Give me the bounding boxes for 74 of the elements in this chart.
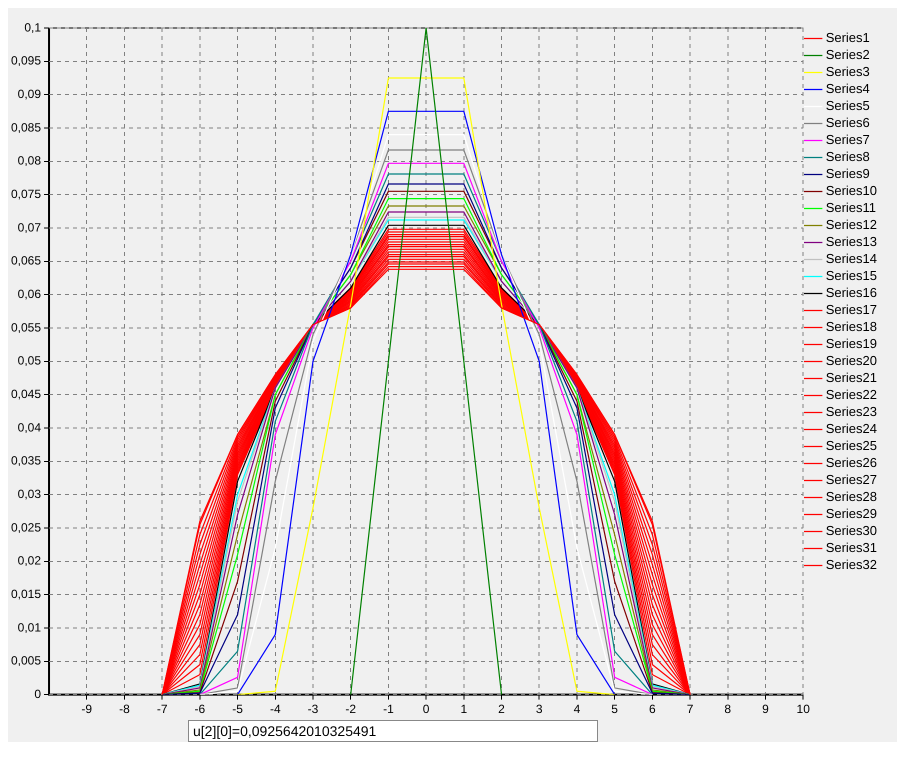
y-tick-label: 0,045: [11, 386, 42, 401]
legend-label: Series13: [826, 234, 878, 250]
y-tick-label: 0: [34, 686, 42, 701]
y-tick-label: 0,1: [24, 20, 42, 34]
x-tick-label: -6: [194, 702, 206, 716]
legend-label: Series5: [826, 98, 870, 114]
legend-label: Series10: [826, 183, 878, 198]
x-tick-label: 8: [724, 702, 732, 716]
legend-label: Series25: [826, 438, 878, 454]
x-tick-label: 9: [762, 702, 770, 716]
legend-label: Series9: [826, 166, 870, 182]
legend-label: Series23: [826, 404, 878, 420]
y-tick-label: 0,035: [11, 454, 42, 468]
legend-label: Series14: [826, 251, 878, 266]
legend-label: Series26: [826, 455, 878, 470]
legend-label: Series12: [826, 217, 878, 232]
y-tick-label: 0,025: [11, 520, 42, 534]
x-tick-label: -9: [81, 702, 92, 716]
legend-label: Series1: [826, 30, 870, 46]
y-tick-label: 0,015: [11, 586, 42, 601]
text: u[2][0]=0,0925642010325491: [188, 720, 598, 742]
y-tick-label: 0,08: [18, 154, 42, 168]
y-tick-label: 0,075: [11, 186, 42, 201]
y-tick-label: 0,06: [18, 286, 42, 301]
legend-label: Series19: [826, 336, 878, 352]
x-tick-label: -8: [119, 702, 130, 716]
x-tick-label: 7: [686, 702, 694, 716]
x-tick-label: -5: [232, 702, 244, 716]
legend-label: Series17: [826, 302, 878, 318]
x-tick-label: 1: [460, 702, 468, 716]
y-tick-label: 0,02: [18, 554, 42, 568]
x-tick-label: -1: [383, 702, 394, 716]
legend-label: Series31: [826, 540, 878, 556]
y-tick-label: 0,07: [18, 220, 42, 234]
x-tick-label: 4: [574, 702, 581, 716]
x-tick-label: 10: [796, 702, 810, 716]
x-tick-label: -7: [156, 702, 168, 716]
legend-label: Series15: [826, 268, 878, 284]
y-tick-label: 0,01: [18, 620, 42, 634]
legend-label: Series7: [826, 132, 870, 148]
legend-label: Series27: [826, 472, 878, 488]
legend-label: Series11: [826, 200, 876, 216]
legend-label: Series3: [826, 64, 870, 80]
x-tick-label: 6: [649, 702, 656, 716]
x-tick-label: 5: [611, 702, 618, 716]
x-tick-label: -3: [308, 702, 319, 716]
y-tick-label: 0,055: [11, 320, 42, 334]
legend-label: Series8: [826, 149, 870, 164]
y-tick-label: 0,095: [11, 54, 42, 68]
y-tick-label: 0,065: [11, 254, 42, 268]
legend-label: Series29: [826, 506, 878, 522]
legend-label: Series21: [826, 370, 878, 386]
legend-label: Series16: [826, 285, 878, 300]
y-tick-label: 0,05: [18, 354, 42, 368]
y-tick-label: 0,04: [18, 420, 42, 434]
legend-label: Series2: [826, 47, 870, 62]
legend-label: Series32: [826, 557, 878, 572]
x-tick-label: -4: [270, 702, 281, 716]
legend-label: Series22: [826, 387, 878, 402]
legend-label: Series30: [826, 523, 878, 538]
x-tick-label: -2: [345, 702, 356, 716]
legend-label: Series20: [826, 353, 878, 368]
legend-label: Series24: [826, 421, 878, 436]
legend-label: Series6: [826, 115, 870, 130]
y-tick-label: 0,03: [18, 486, 42, 501]
legend-label: Series4: [826, 81, 870, 96]
y-tick-label: 0,09: [18, 86, 42, 101]
y-tick-label: 0,085: [11, 120, 42, 134]
x-tick-label: 2: [498, 702, 506, 716]
legend-label: Series28: [826, 489, 878, 504]
x-tick-label: 3: [536, 702, 543, 716]
y-tick-label: 0,005: [11, 654, 42, 668]
legend-label: Series18: [826, 319, 878, 334]
x-tick-label: 0: [422, 702, 430, 716]
